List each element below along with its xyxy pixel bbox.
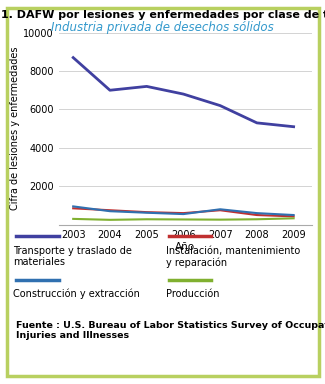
Y-axis label: Cifra de lesiones y enfermedades: Cifra de lesiones y enfermedades: [10, 47, 20, 210]
Text: Fuente : U.S. Bureau of Labor Statistics Survey of Occupational
Injuries and Ill: Fuente : U.S. Bureau of Labor Statistics…: [16, 321, 325, 340]
Text: Construcción y extracción: Construcción y extracción: [13, 289, 140, 299]
Text: Transporte y traslado de
materiales: Transporte y traslado de materiales: [13, 246, 132, 267]
Text: Industria privada de desechos sólidos: Industria privada de desechos sólidos: [51, 21, 274, 34]
Text: Instalación, mantenimiento
y reparación: Instalación, mantenimiento y reparación: [166, 246, 300, 268]
Text: Figura 1. DAFW por lesiones y enfermedades por clase de trabajo: Figura 1. DAFW por lesiones y enfermedad…: [0, 10, 325, 20]
X-axis label: Año: Año: [175, 242, 195, 252]
Text: Producción: Producción: [166, 289, 219, 299]
